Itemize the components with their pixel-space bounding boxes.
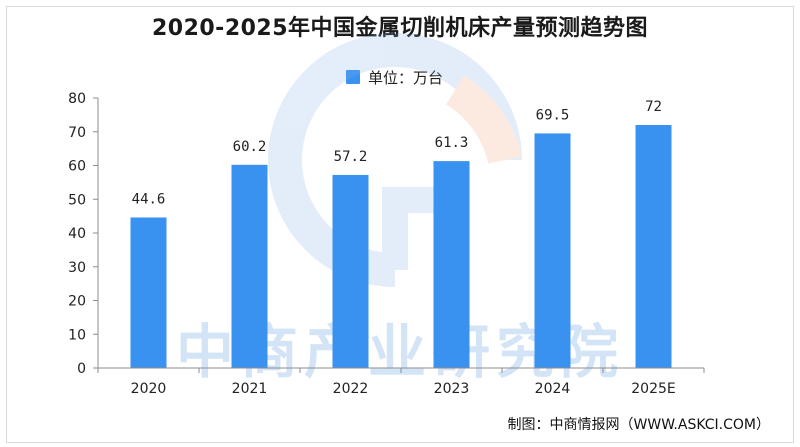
bar-series	[130, 125, 672, 368]
x-tick-label-2022: 2022	[333, 381, 369, 397]
y-tick-label: 10	[68, 327, 86, 343]
y-tick-label: 40	[68, 226, 86, 242]
watermark-logo	[268, 33, 522, 287]
legend-label: 单位：万台	[368, 68, 444, 87]
y-axis: 0 10 20 30 40 50 60 70 80	[68, 91, 99, 377]
x-tick-label-2025E: 2025E	[631, 381, 675, 397]
chart-legend: 单位：万台	[346, 66, 443, 88]
bar-2023	[433, 161, 470, 368]
x-axis: 2020 2021 2022 2023 2024 2025E	[97, 367, 705, 397]
legend-swatch	[346, 70, 360, 84]
chart-title: 2020-2025年中国金属切削机床产量预测趋势图	[151, 16, 649, 41]
x-tick-label-2023: 2023	[434, 381, 470, 397]
value-label-2021: 60.2	[233, 139, 267, 155]
value-label-2020: 44.6	[132, 191, 166, 207]
y-tick-label: 20	[68, 294, 86, 310]
value-label-2022: 57.2	[334, 149, 368, 165]
bar-2024	[534, 133, 571, 368]
y-tick-label: 0	[77, 361, 86, 377]
bar-2022	[332, 174, 369, 368]
value-labels: 44.6 60.2 57.2 61.3 69.5 72	[132, 99, 662, 207]
source-credit: 制图：中商情报网（WWW.ASKCI.COM）	[507, 417, 770, 433]
y-tick-label: 50	[68, 192, 86, 208]
bar-2020	[130, 217, 167, 368]
x-tick-label-2021: 2021	[232, 381, 268, 397]
value-label-2024: 69.5	[536, 107, 570, 123]
y-tick-label: 70	[68, 125, 86, 141]
value-label-2025E: 72	[645, 99, 662, 115]
bar-2025E	[635, 125, 672, 368]
bar-2021	[231, 164, 268, 368]
x-tick-label-2024: 2024	[535, 381, 571, 397]
x-tick-label-2020: 2020	[131, 381, 167, 397]
y-tick-label: 80	[68, 91, 86, 107]
y-tick-label: 60	[68, 159, 86, 175]
y-tick-label: 30	[68, 260, 86, 276]
value-label-2023: 61.3	[435, 135, 469, 151]
